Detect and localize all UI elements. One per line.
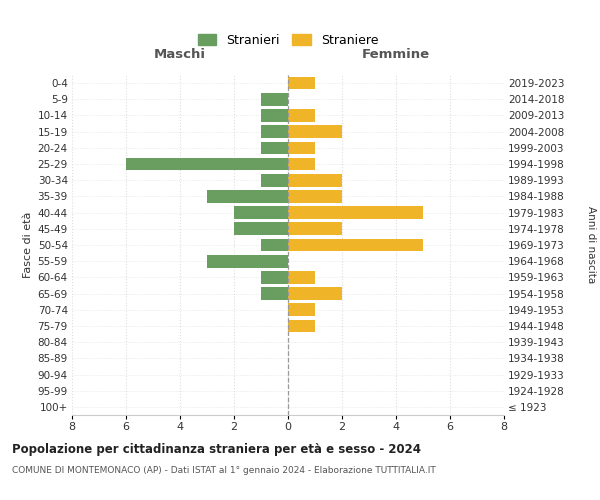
Bar: [288, 320, 315, 332]
Y-axis label: Fasce di età: Fasce di età: [23, 212, 34, 278]
Bar: [261, 288, 288, 300]
Bar: [261, 142, 288, 154]
Text: Anni di nascita: Anni di nascita: [586, 206, 596, 284]
Bar: [261, 174, 288, 186]
Bar: [288, 190, 342, 202]
Text: Popolazione per cittadinanza straniera per età e sesso - 2024: Popolazione per cittadinanza straniera p…: [12, 442, 421, 456]
Bar: [288, 304, 315, 316]
Legend: Stranieri, Straniere: Stranieri, Straniere: [193, 28, 383, 52]
Bar: [288, 288, 342, 300]
Bar: [288, 271, 315, 283]
Bar: [234, 206, 288, 219]
Bar: [288, 206, 423, 219]
Bar: [261, 271, 288, 283]
Bar: [234, 222, 288, 235]
Bar: [261, 126, 288, 138]
Bar: [261, 109, 288, 122]
Bar: [261, 238, 288, 252]
Bar: [288, 158, 315, 170]
Bar: [288, 77, 315, 90]
Text: Femmine: Femmine: [362, 48, 430, 62]
Bar: [207, 255, 288, 268]
Bar: [126, 158, 288, 170]
Text: COMUNE DI MONTEMONACO (AP) - Dati ISTAT al 1° gennaio 2024 - Elaborazione TUTTIT: COMUNE DI MONTEMONACO (AP) - Dati ISTAT …: [12, 466, 436, 475]
Bar: [261, 93, 288, 106]
Bar: [288, 126, 342, 138]
Bar: [288, 109, 315, 122]
Bar: [207, 190, 288, 202]
Bar: [288, 222, 342, 235]
Bar: [288, 238, 423, 252]
Bar: [288, 142, 315, 154]
Bar: [288, 174, 342, 186]
Text: Maschi: Maschi: [154, 48, 206, 62]
